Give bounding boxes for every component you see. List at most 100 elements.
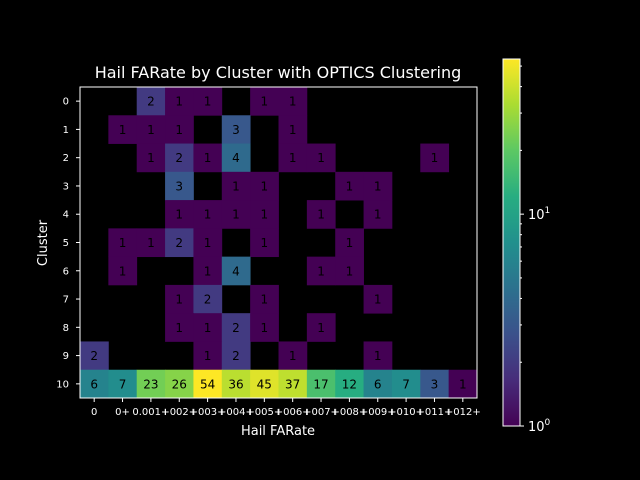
x-tick-label: +007+ xyxy=(303,407,339,418)
heatmap-cell xyxy=(448,369,478,399)
cell-value-label: 1 xyxy=(119,236,127,250)
cell-value-label: 1 xyxy=(232,208,240,222)
cell-value-label: 6 xyxy=(374,377,382,391)
cell-value-label: 1 xyxy=(204,95,212,109)
heatmap-cell xyxy=(250,369,279,399)
cell-value-label: 23 xyxy=(143,377,158,391)
cell-value-label: 1 xyxy=(204,264,212,278)
cell-value-label: 1 xyxy=(374,179,382,193)
cell-value-label: 1 xyxy=(346,236,354,250)
cell-value-label: 2 xyxy=(90,349,98,363)
cell-value-label: 1 xyxy=(346,179,354,193)
cell-value-label: 4 xyxy=(232,151,240,165)
cell-value-label: 1 xyxy=(374,349,382,363)
heatmap-cell xyxy=(278,341,308,371)
cell-value-label: 1 xyxy=(317,208,325,222)
cell-value-label: 1 xyxy=(431,151,439,165)
cell-value-label: 1 xyxy=(289,349,297,363)
heatmap-cell xyxy=(335,369,364,399)
heatmap-cell xyxy=(335,256,364,286)
heatmap-cell xyxy=(165,200,194,229)
cell-value-label: 1 xyxy=(261,321,269,335)
heatmap-cell xyxy=(136,143,166,173)
colorbar-ticks: 100 101 xyxy=(520,65,551,435)
cell-value-label: 4 xyxy=(232,264,240,278)
heatmap-cell xyxy=(363,341,393,371)
y-axis-label: Cluster xyxy=(36,219,51,266)
heatmap-cell xyxy=(80,341,109,371)
heatmap-cell xyxy=(165,171,194,201)
y-tick-label: 3 xyxy=(63,181,69,192)
heatmap-cell xyxy=(193,341,223,371)
cell-value-label: 1 xyxy=(204,349,212,363)
heatmap-cell xyxy=(193,228,223,258)
heatmap-cell xyxy=(363,171,393,201)
cell-value-label: 2 xyxy=(175,151,183,165)
cell-value-label: 1 xyxy=(289,95,297,109)
heatmap-cell xyxy=(165,369,194,399)
cell-value-label: 1 xyxy=(147,236,155,250)
cell-value-label: 1 xyxy=(232,179,240,193)
y-tick-label: 9 xyxy=(63,351,69,362)
heatmap-cell xyxy=(391,369,421,399)
cell-value-label: 1 xyxy=(317,151,325,165)
cell-value-label: 7 xyxy=(402,377,410,391)
x-tick-label: +011+ xyxy=(417,407,453,418)
colorbar-tick-label: 101 xyxy=(528,206,550,223)
heatmap-cell xyxy=(193,369,223,399)
cell-value-label: 2 xyxy=(204,293,212,307)
heatmap-cell xyxy=(278,115,308,144)
cell-value-label: 1 xyxy=(175,321,183,335)
heatmap-cell xyxy=(278,87,308,116)
x-tick-label: +012+ xyxy=(445,407,481,418)
heatmap-cell xyxy=(165,143,194,173)
heatmap-cell xyxy=(250,228,279,258)
cell-value-label: 1 xyxy=(119,264,127,278)
cell-value-label: 1 xyxy=(459,377,467,391)
heatmap-cell xyxy=(420,143,450,173)
cell-value-label: 1 xyxy=(261,208,269,222)
heatmap-cell xyxy=(221,143,251,173)
x-tick-label: +008+ xyxy=(331,407,367,418)
x-tick-label: +002+ xyxy=(161,407,197,418)
x-tick-label: +005+ xyxy=(246,407,282,418)
heatmap-cell xyxy=(250,87,279,116)
cell-value-label: 36 xyxy=(228,377,243,391)
heatmap-cell xyxy=(250,200,279,229)
cell-value-label: 1 xyxy=(374,208,382,222)
cell-value-label: 3 xyxy=(232,123,240,137)
cell-value-label: 1 xyxy=(346,264,354,278)
heatmap-cell xyxy=(193,87,223,116)
heatmap-cell xyxy=(221,256,251,286)
cell-value-label: 1 xyxy=(147,123,155,137)
heatmap-cell xyxy=(363,200,393,229)
heatmap-cell xyxy=(136,87,166,116)
cell-value-label: 1 xyxy=(374,293,382,307)
heatmap-cell xyxy=(250,171,279,201)
heatmap-cell xyxy=(306,200,336,229)
cell-value-label: 1 xyxy=(175,293,183,307)
x-tick-label: 0+ xyxy=(115,407,130,418)
heatmap-cell xyxy=(165,115,194,144)
x-tick-label: +003+ xyxy=(190,407,226,418)
cell-value-label: 2 xyxy=(175,236,183,250)
cell-value-label: 1 xyxy=(261,179,269,193)
heatmap-cell xyxy=(221,341,251,371)
y-tick-label: 2 xyxy=(63,153,69,164)
heatmap-cell xyxy=(165,313,194,342)
heatmap-cell xyxy=(165,87,194,116)
y-tick-label: 4 xyxy=(63,210,69,221)
cell-value-label: 37 xyxy=(285,377,300,391)
x-axis-label: Hail FARate xyxy=(241,424,315,439)
heatmap-cell xyxy=(250,284,279,314)
cell-value-label: 1 xyxy=(204,321,212,335)
heatmap-cell xyxy=(278,369,308,399)
cell-value-label: 1 xyxy=(204,208,212,222)
heatmap-cells: 2 1 1 1 11 1 1 3 11 2 1 4 1 1 13 1 1 1 11 1 1 1 1 11 1 2 1 1 11 1 4 1 11… xyxy=(80,87,478,399)
y-axis-ticks: 0 1 2 3 4 5 6 7 8 9 10 xyxy=(56,97,80,390)
cell-value-label: 1 xyxy=(175,123,183,137)
cell-value-label: 1 xyxy=(289,123,297,137)
chart-title: Hail FARate by Cluster with OPTICS Clust… xyxy=(95,63,462,82)
heatmap-cell xyxy=(136,369,166,399)
